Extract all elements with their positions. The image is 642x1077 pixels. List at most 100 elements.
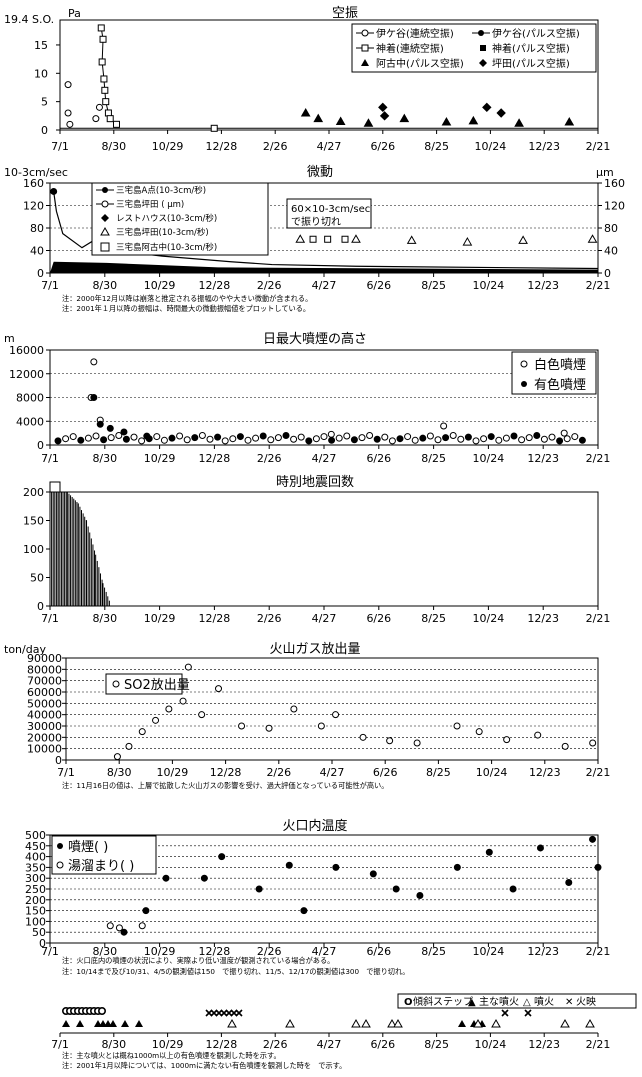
airshock-unit: Pa [68,7,81,20]
data-point [343,432,351,440]
glow-mark [501,1009,509,1017]
y-tick-label: 50 [32,926,46,939]
plume-unit: m [4,332,15,345]
tremor-legend-item: 三宅島阿古中(10-3cm/秒) [116,242,217,253]
x-tick-label: 10/29 [144,452,176,465]
x-tick-label: 4/27 [312,452,337,465]
x-tick-label: 7/1 [41,945,59,958]
y-tick-label: 200 [23,486,44,499]
data-point [102,98,110,106]
plume-x-axis: 7/1 8/30 10/29 12/28 2/26 4/27 6/26 8/25 10/24 12… [41,445,610,465]
data-point [413,739,421,747]
y-tick-label: 300 [25,872,46,885]
airshock-panel: 空振 19.4 S.O. Pa 15 10 5 0 7/1 8/30 10/29 12/28… [4,6,610,153]
events-note: 注：主な噴火とは概ね1000m以上の有色噴煙を観測した時を示す。 [62,1051,281,1060]
data-point [120,928,128,936]
data-point [221,437,229,445]
eruption-mark [351,1018,361,1028]
data-point [589,835,597,843]
data-point [487,433,495,441]
data-point [198,432,206,439]
data-point [113,753,121,761]
data-point [54,437,62,445]
airshock-title: 空振 [332,6,358,21]
data-point [453,722,461,730]
airshock-legend-item: 伊ケ谷(パルス空振) [492,27,580,40]
y-tick-label: 0 [39,937,46,950]
x-tick-label: 12/28 [199,452,231,465]
events-legend-symbol: ✕ [565,997,573,1008]
data-point [300,907,308,915]
x-tick-label: 6/26 [373,766,398,779]
data-point [419,434,427,442]
x-tick-label: 10/29 [144,279,176,292]
airshock-legend-item: 阿古中(パルス空振) [376,57,464,70]
y-tick-label: 16000 [9,344,44,357]
temp-legend-item: 噴煙( ) [68,840,108,855]
data-point [104,109,112,117]
major-eruption-mark [135,1020,143,1027]
airshock-marks [60,24,598,132]
glow-mark [235,1009,243,1017]
data-point [496,108,506,118]
events-panel: O 傾斜ステップ ▲ 主な噴火 △ 噴火 ✕ 火映 7/1 8/30 10/29 12… [51,993,637,1070]
data-point [366,432,374,439]
y-tick-label: 450 [25,840,46,853]
data-point [252,434,260,442]
data-point [480,435,488,443]
data-point [332,711,340,719]
data-point [153,433,161,441]
data-point [317,722,325,730]
y-tick-label: 10000 [27,743,62,756]
eruption-mark [491,1018,501,1028]
events-legend-symbol: △ [523,997,531,1008]
data-point [363,118,374,127]
tremor-band [50,261,598,273]
data-point [107,434,115,442]
x-tick-label: 12/23 [527,612,559,625]
data-point [392,885,400,893]
data-point [198,711,206,719]
data-point [406,235,417,244]
data-point [145,435,153,443]
data-point [561,742,569,750]
data-point [122,435,130,443]
plume-title: 日最大噴煙の高さ [263,331,367,347]
data-point [514,118,524,127]
data-point [297,433,305,441]
data-point [565,879,573,887]
x-tick-label: 10/24 [473,612,505,625]
eruption-mark [560,1018,570,1028]
x-tick-label: 2/26 [257,945,282,958]
data-point [548,433,556,441]
data-point [381,433,389,441]
temp-note: 注：10/14まで及び10/31、4/5の観測値は150 で振り切れ、11/5、… [62,967,409,976]
x-tick-label: 12/28 [206,1038,238,1051]
gas-title: 火山ガス放出量 [269,642,360,657]
x-tick-label: 2/21 [586,452,611,465]
data-point [482,102,492,113]
y-tick-label: 50 [30,572,44,585]
y-tick-label: 10 [34,67,48,80]
data-point [442,434,450,442]
data-point [495,436,503,444]
y-tick-label: 12000 [9,368,44,381]
x-tick-label: 12/23 [527,279,559,292]
x-tick-label: 2/26 [257,279,282,292]
eruption-mark [387,1018,397,1028]
events-legend-symbol: O [404,997,413,1008]
temp-x-axis: 7/1 8/30 10/29 12/28 2/26 4/27 6/26 8/25 10/24 12… [41,943,610,958]
data-point [130,433,138,441]
x-tick-label: 8/25 [424,140,449,153]
data-point [66,120,74,128]
major-eruption-mark [76,1020,84,1027]
y-tick-label: 5 [41,96,48,109]
data-point [327,430,335,438]
quake-plot-frame [49,491,599,607]
data-point [411,436,419,444]
temp-note: 注：火口底内の噴煙の状況により、実際より低い温度が観測されている場合がある。 [62,956,334,965]
data-point [399,113,410,123]
data-point [218,853,226,861]
x-tick-label: 7/1 [57,766,75,779]
